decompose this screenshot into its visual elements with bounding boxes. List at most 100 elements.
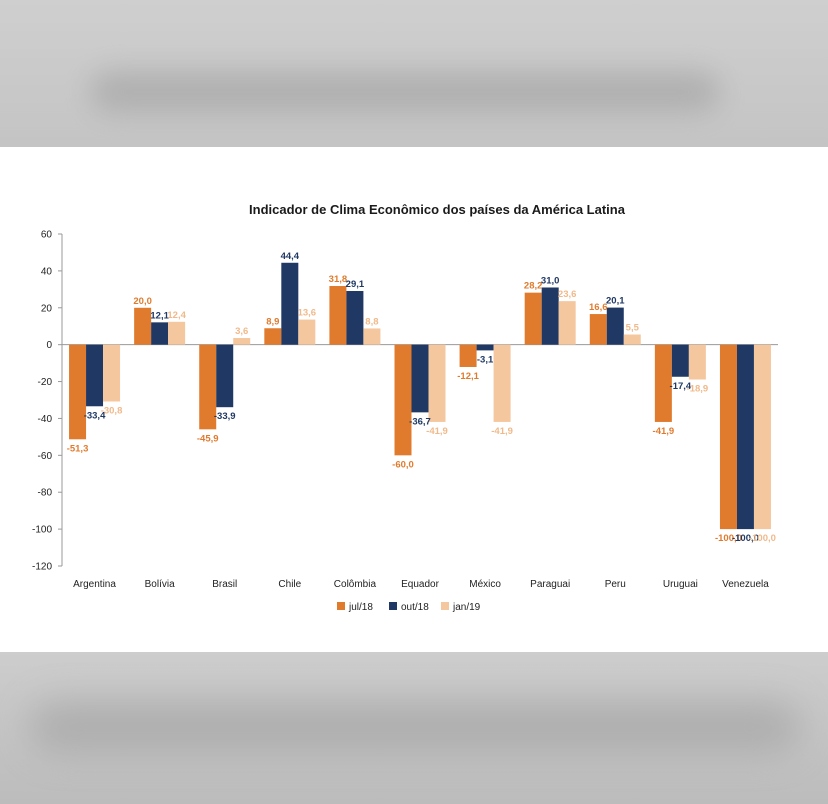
data-label: -41,9 xyxy=(426,426,448,437)
data-label: 20,1 xyxy=(606,296,625,307)
data-label: -41,9 xyxy=(491,426,513,437)
y-tick-label: 0 xyxy=(46,340,52,351)
legend-label: out/18 xyxy=(401,602,429,613)
data-label: -30,8 xyxy=(101,405,123,416)
legend-label: jan/19 xyxy=(452,602,481,613)
category-labels: Argentina Bolívia Brasil Chile Colômbia Equad… xyxy=(73,579,769,590)
bar xyxy=(753,344,771,530)
data-label: 20,0 xyxy=(133,296,152,307)
blurred-bottom-band xyxy=(0,652,828,804)
category-label: Equador xyxy=(401,579,439,590)
category-label: México xyxy=(469,579,501,590)
category-label: Brasil xyxy=(212,579,237,590)
bar xyxy=(363,328,381,345)
y-tick-label: 40 xyxy=(41,266,53,277)
data-label: 13,6 xyxy=(298,308,317,319)
bars xyxy=(69,262,771,530)
y-tick-label: 60 xyxy=(41,230,53,241)
bar xyxy=(719,344,737,530)
data-label: 8,8 xyxy=(365,316,378,327)
bar xyxy=(654,344,672,422)
data-label: -33,4 xyxy=(84,410,106,421)
data-label: -12,1 xyxy=(457,371,479,382)
data-label: -100,0 xyxy=(732,533,759,544)
y-tick-label: 20 xyxy=(41,303,53,314)
category-label: Venezuela xyxy=(722,579,769,590)
data-label: 8,9 xyxy=(266,316,279,327)
bar xyxy=(168,321,186,345)
data-label: 23,6 xyxy=(558,289,577,300)
bar xyxy=(264,328,282,345)
bar xyxy=(541,287,559,345)
data-labels: -51,3 -33,4-30,8 20,0 12,112,4 -45,9 -33,9 3,6… xyxy=(67,251,776,544)
bar xyxy=(411,344,429,413)
category-label: Bolívia xyxy=(145,579,175,590)
data-label: -33,9 xyxy=(214,411,236,422)
data-label: -17,4 xyxy=(670,381,692,392)
bar xyxy=(199,344,217,430)
y-tick-label: -40 xyxy=(38,414,53,425)
bar xyxy=(606,307,624,345)
bar xyxy=(281,262,299,345)
bar xyxy=(86,344,104,407)
data-label: 12,1 xyxy=(150,310,169,321)
category-label: Paraguai xyxy=(530,579,570,590)
bar xyxy=(476,344,494,351)
category-label: Argentina xyxy=(73,579,116,590)
data-label: -3,1 xyxy=(477,354,494,365)
y-tick-label: -100 xyxy=(32,525,52,536)
bar xyxy=(329,286,347,345)
data-label: 31,8 xyxy=(329,274,348,285)
legend-label: jul/18 xyxy=(348,602,373,613)
category-label: Uruguai xyxy=(663,579,698,590)
data-label: 29,1 xyxy=(346,279,365,290)
data-label: -45,9 xyxy=(197,433,219,444)
blurred-top-band xyxy=(0,0,828,147)
category-label: Chile xyxy=(278,579,301,590)
bar xyxy=(233,338,251,345)
data-label: 28,2 xyxy=(524,281,543,292)
y-tick-label: -120 xyxy=(32,562,52,573)
chart-card: Indicador de Clima Econômico dos países … xyxy=(0,147,828,652)
legend-swatch xyxy=(389,602,397,610)
category-label: Colômbia xyxy=(334,579,377,590)
data-label: 5,5 xyxy=(626,323,640,334)
bar xyxy=(671,344,689,377)
data-label: 16,6 xyxy=(589,302,608,313)
bar xyxy=(459,344,477,367)
bar xyxy=(394,344,412,456)
data-label: 31,0 xyxy=(541,275,560,286)
bar xyxy=(688,344,706,380)
y-tick-label: -60 xyxy=(38,451,53,462)
data-label: -51,3 xyxy=(67,443,89,454)
bar xyxy=(346,290,364,345)
bar xyxy=(589,314,607,345)
bar xyxy=(151,322,169,345)
data-label: -100,0 xyxy=(715,533,742,544)
bar xyxy=(298,319,316,345)
bar xyxy=(558,301,576,345)
bar xyxy=(103,344,121,402)
bar xyxy=(216,344,234,408)
bar xyxy=(428,344,446,422)
bar xyxy=(493,344,511,422)
data-label: 44,4 xyxy=(281,251,300,262)
data-label: -18,9 xyxy=(687,384,709,395)
bar xyxy=(736,344,754,530)
bar xyxy=(134,307,152,345)
data-label: -36,7 xyxy=(409,416,431,427)
bar xyxy=(69,344,87,440)
bar xyxy=(524,292,542,345)
data-label: -100,0 xyxy=(749,533,776,544)
legend: jul/18 out/18 jan/19 xyxy=(337,602,481,613)
chart-title: Indicador de Clima Econômico dos países … xyxy=(249,202,626,217)
bar xyxy=(623,334,641,345)
data-label: 12,4 xyxy=(167,310,186,321)
legend-swatch xyxy=(441,602,449,610)
category-label: Peru xyxy=(605,579,626,590)
data-label: 3,6 xyxy=(235,326,248,337)
y-tick-label: -80 xyxy=(38,488,53,499)
blurred-stripe xyxy=(90,72,720,112)
legend-swatch xyxy=(337,602,345,610)
blurred-stripe xyxy=(30,702,800,752)
